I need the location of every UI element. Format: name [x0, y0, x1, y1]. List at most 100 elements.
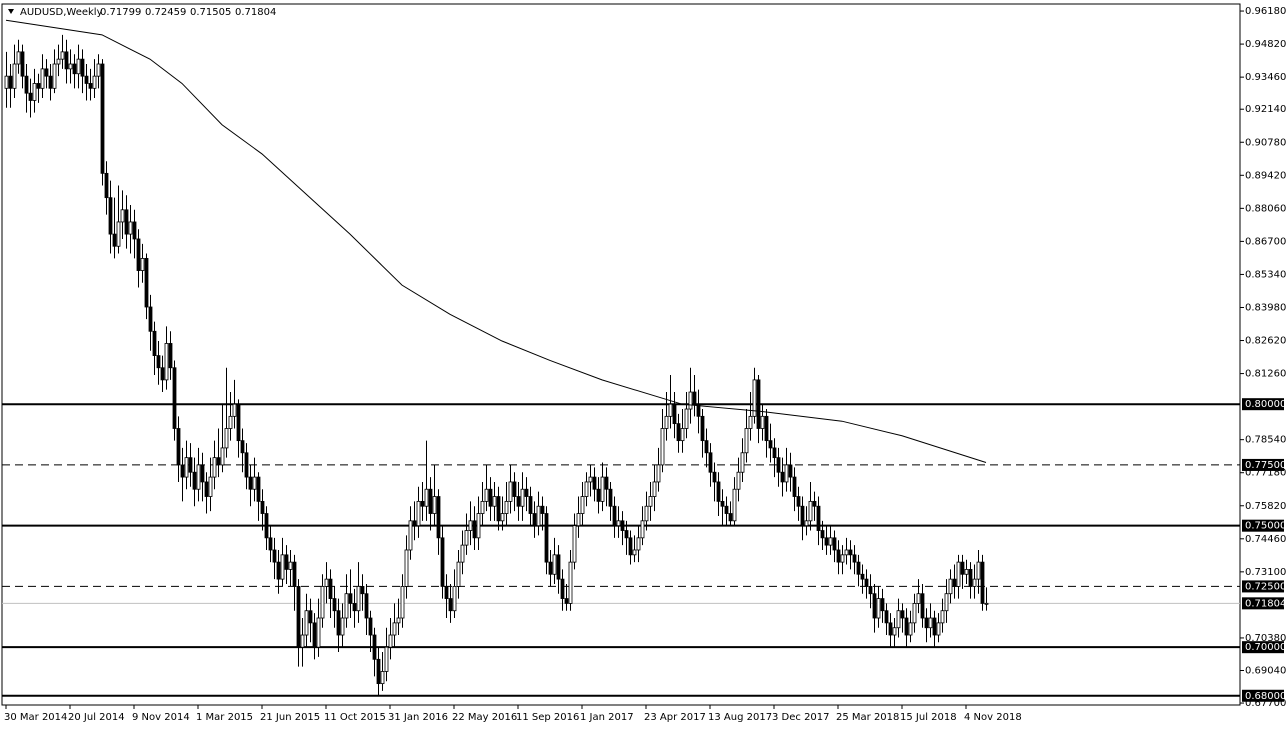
candle-body	[888, 622, 893, 636]
candle-body	[104, 172, 109, 199]
candle-body	[476, 513, 481, 539]
candle-body	[348, 593, 353, 604]
moving-average	[5, 19, 987, 463]
candle-body	[884, 610, 889, 624]
y-tick-label: 0.89420	[1245, 170, 1286, 181]
level-label-box	[1242, 398, 1284, 411]
x-tick-label: 15 Jul 2018	[900, 712, 957, 723]
candle-body	[16, 51, 21, 65]
candle-body	[276, 561, 281, 580]
candle-body	[880, 598, 885, 612]
candle-body	[976, 561, 981, 580]
candle-body	[780, 471, 785, 483]
candle-body	[572, 525, 577, 563]
candle-body	[860, 573, 865, 580]
candle-body	[120, 209, 125, 223]
candle-body	[940, 610, 945, 624]
candle-body	[36, 83, 41, 89]
candle-body	[296, 586, 301, 648]
candle-body	[640, 520, 645, 539]
y-tick-label: 0.73100	[1245, 567, 1286, 578]
candle-body	[268, 537, 273, 551]
y-tick-label: 0.81260	[1245, 369, 1286, 380]
candle-body	[444, 586, 449, 599]
candle-body	[148, 306, 153, 332]
candle-body	[796, 496, 801, 507]
candle-body	[916, 593, 921, 604]
candle-body	[164, 343, 169, 381]
candle-body	[688, 391, 693, 410]
candle-body	[420, 500, 425, 507]
y-tick-label: 0.74460	[1245, 534, 1286, 545]
candle-body	[500, 513, 505, 522]
candle-body	[580, 496, 585, 514]
candle-body	[244, 452, 249, 478]
candle-body	[460, 544, 465, 563]
candle-body	[368, 617, 373, 636]
level-label: 0.80000	[1245, 399, 1286, 410]
candle-body	[480, 500, 485, 514]
candle-body	[960, 561, 965, 575]
candle-body	[300, 634, 305, 648]
candle-body	[536, 505, 541, 527]
candle-body	[292, 561, 297, 587]
candle-body	[76, 58, 81, 75]
x-tick-label: 25 Mar 2018	[836, 712, 899, 723]
candle-body	[40, 68, 45, 89]
candle-body	[824, 537, 829, 546]
candle-body	[256, 476, 261, 502]
candle-body	[532, 513, 537, 527]
candle-body	[116, 221, 121, 247]
candle-body	[952, 578, 957, 587]
candle-body	[328, 578, 333, 599]
x-tick-label: 11 Oct 2015	[324, 712, 386, 723]
level-label-box	[1242, 458, 1284, 471]
y-tick-label: 0.70380	[1245, 633, 1286, 644]
candle-body	[216, 457, 221, 466]
y-tick-label: 0.92140	[1245, 104, 1286, 115]
candle-body	[24, 75, 29, 94]
candle-body	[456, 561, 461, 587]
candle-body	[176, 428, 181, 466]
x-tick-label: 9 Nov 2014	[132, 712, 190, 723]
candle-body	[792, 476, 797, 497]
candle-body	[376, 658, 381, 685]
candle-body	[620, 520, 625, 531]
candle-body	[228, 415, 233, 429]
candle-body	[232, 403, 237, 417]
y-tick-label: 0.90780	[1245, 137, 1286, 148]
candle-body	[772, 447, 777, 459]
candle-body	[808, 500, 813, 522]
candle-body	[748, 415, 753, 429]
candle-body	[560, 578, 565, 599]
candle-body	[316, 617, 321, 648]
x-tick-label: 1 Jan 2017	[580, 712, 634, 723]
plot-frame	[1, 3, 1241, 706]
candle-body	[692, 391, 697, 405]
menu-arrow[interactable]	[8, 9, 14, 14]
candle-body	[48, 75, 53, 89]
candle-body	[436, 496, 441, 539]
y-tick-label: 0.93460	[1245, 72, 1286, 83]
candle-body	[740, 452, 745, 473]
candle-body	[144, 258, 149, 308]
candle-body	[696, 403, 701, 417]
candle-body	[628, 537, 633, 556]
candle-body	[384, 646, 389, 672]
candle-body	[668, 403, 673, 417]
candle-body	[616, 520, 621, 527]
candle-body	[892, 627, 897, 636]
candle-body	[312, 622, 317, 648]
candle-body	[464, 530, 469, 546]
candle-body	[984, 602, 989, 605]
candle-body	[608, 488, 613, 507]
candle-body	[872, 593, 877, 619]
candle-body	[816, 505, 821, 531]
candle-body	[52, 63, 57, 89]
candle-body	[340, 617, 345, 636]
y-tick-label: 0.83980	[1245, 302, 1286, 313]
candle-body	[524, 488, 529, 497]
candle-body	[764, 415, 769, 442]
candle-body	[260, 500, 265, 514]
